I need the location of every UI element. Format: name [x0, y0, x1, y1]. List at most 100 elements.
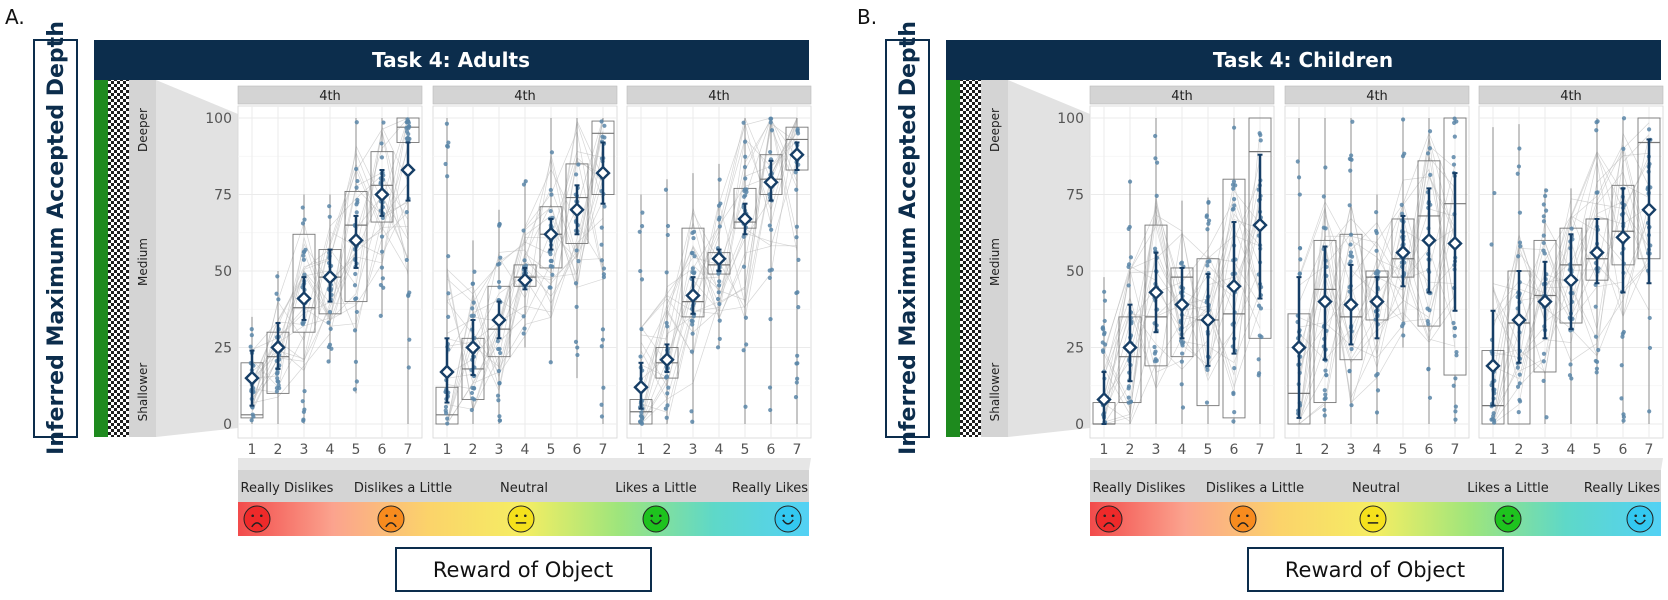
mean-marker [348, 232, 364, 249]
mean-marker [543, 226, 559, 242]
data-point [470, 281, 476, 286]
facet-strip [1478, 85, 1664, 105]
data-point [470, 396, 475, 401]
data-point [496, 368, 501, 374]
data-point [717, 177, 722, 182]
depth-label-medium: Medium [988, 238, 1002, 286]
mean-marker [1563, 272, 1579, 288]
data-point [302, 217, 307, 222]
data-point [1621, 412, 1626, 417]
data-point [638, 413, 644, 419]
data-point [547, 285, 552, 290]
data-point [1374, 210, 1379, 215]
mean-marker [1369, 293, 1385, 310]
face-icon [774, 505, 802, 533]
data-point [549, 150, 555, 155]
data-point [446, 291, 451, 296]
data-point [1518, 244, 1523, 249]
data-point [354, 185, 359, 190]
data-point [496, 279, 502, 285]
depth-checker [956, 80, 981, 437]
data-point [716, 283, 722, 288]
data-point [1297, 192, 1302, 197]
data-point [742, 164, 748, 170]
face-mouth [1103, 522, 1115, 528]
data-point [1154, 193, 1159, 198]
data-point [497, 346, 502, 352]
data-point [379, 249, 385, 254]
data-point [1349, 153, 1354, 158]
y-axis-label: Inferred Maximum Accepted Depth [44, 21, 69, 455]
data-point [1517, 240, 1523, 245]
data-point [327, 309, 333, 315]
data-point [744, 342, 749, 347]
y-tick-label: 100 [205, 111, 232, 127]
data-point [1179, 359, 1184, 364]
data-point [599, 225, 604, 230]
data-point [1541, 202, 1546, 207]
data-point [445, 416, 450, 421]
facet-label: 4th [1560, 89, 1582, 104]
face-eye [385, 514, 389, 518]
data-point [1153, 357, 1158, 362]
data-point [1348, 232, 1354, 237]
data-point [768, 116, 773, 121]
data-point [521, 331, 526, 336]
data-point [769, 227, 774, 232]
data-point [1126, 395, 1131, 400]
data-point [1322, 413, 1327, 418]
data-point [497, 414, 502, 419]
data-point [574, 248, 579, 253]
data-point [1349, 157, 1354, 162]
data-point [1375, 268, 1380, 274]
data-point [1126, 283, 1131, 288]
data-point [1619, 396, 1624, 401]
data-point [1515, 365, 1520, 370]
data-point [1348, 242, 1353, 247]
data-point [638, 268, 643, 274]
data-point [1375, 388, 1381, 393]
y-tick-label: 25 [214, 341, 232, 357]
data-point [1102, 330, 1107, 335]
data-point [380, 215, 385, 221]
data-point [1100, 348, 1106, 353]
data-point [1451, 162, 1457, 167]
data-point [379, 234, 385, 239]
data-point [690, 322, 695, 327]
data-point [497, 221, 502, 227]
data-point [1620, 331, 1625, 336]
face-icon [1494, 505, 1522, 533]
mean-marker [1447, 235, 1463, 252]
mean-marker [1252, 217, 1268, 233]
data-point [741, 120, 746, 125]
data-point [1205, 367, 1210, 373]
data-point [640, 210, 645, 215]
data-point [471, 313, 476, 318]
data-point [663, 187, 669, 192]
depth-label-strip [129, 80, 156, 437]
data-point [248, 344, 253, 349]
data-point [1400, 117, 1406, 122]
mean-marker [789, 147, 805, 163]
face-icon [243, 505, 271, 533]
x-tick-label: 4 [1178, 442, 1187, 458]
mean-marker [296, 290, 312, 307]
data-point [664, 320, 669, 326]
x-axis-label-box [395, 547, 652, 592]
data-point [1347, 368, 1352, 373]
data-point [443, 161, 448, 167]
x-tick-label: 2 [274, 442, 283, 458]
mean-marker [374, 186, 390, 203]
face-icon [1626, 505, 1654, 533]
data-point [1323, 165, 1328, 170]
data-point [497, 261, 502, 266]
data-point [300, 205, 305, 210]
data-point [639, 224, 645, 229]
data-point [1426, 321, 1431, 327]
data-point [741, 234, 746, 239]
facet-strip [1089, 85, 1275, 105]
data-point [1256, 357, 1261, 362]
data-point [277, 386, 282, 391]
data-point [548, 208, 553, 214]
data-point [446, 314, 451, 319]
